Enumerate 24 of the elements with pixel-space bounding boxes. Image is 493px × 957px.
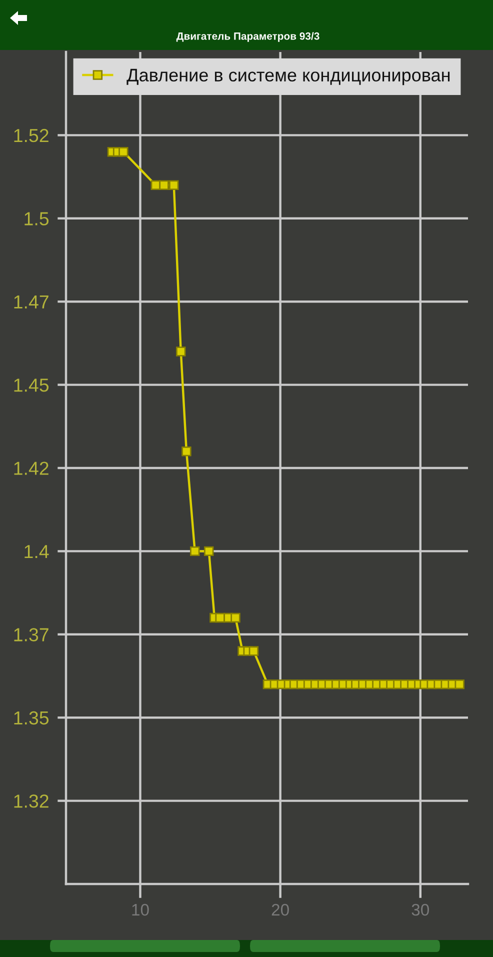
point [168,180,179,190]
chart-subtitle: Двигатель Параметров 93/3 [176,32,320,42]
y-tick-label: 1.4 [24,545,49,558]
point [454,679,464,690]
point [182,446,192,456]
y-tick-label: 1.32 [14,794,48,808]
y-tick-label: 1.47 [14,295,48,308]
point [204,546,214,556]
point [248,646,259,656]
y-tick-label: 1.35 [14,711,49,725]
point [230,612,240,623]
point [190,546,200,556]
point [176,346,186,356]
x-tick-label: 30 [412,904,429,916]
y-tick-label: 1.45 [14,378,49,392]
y-tick-label: 1.42 [14,462,48,475]
y-tick-label: 1.52 [14,128,48,142]
point [118,146,128,157]
point [159,180,169,190]
y-tick-label: 1.37 [14,628,48,642]
y-tick-label: 1.5 [24,212,49,226]
x-tick-label: 20 [272,904,289,916]
x-tick-label: 10 [132,904,149,916]
legend-label: Давление в системе кондиционирован [126,68,450,86]
